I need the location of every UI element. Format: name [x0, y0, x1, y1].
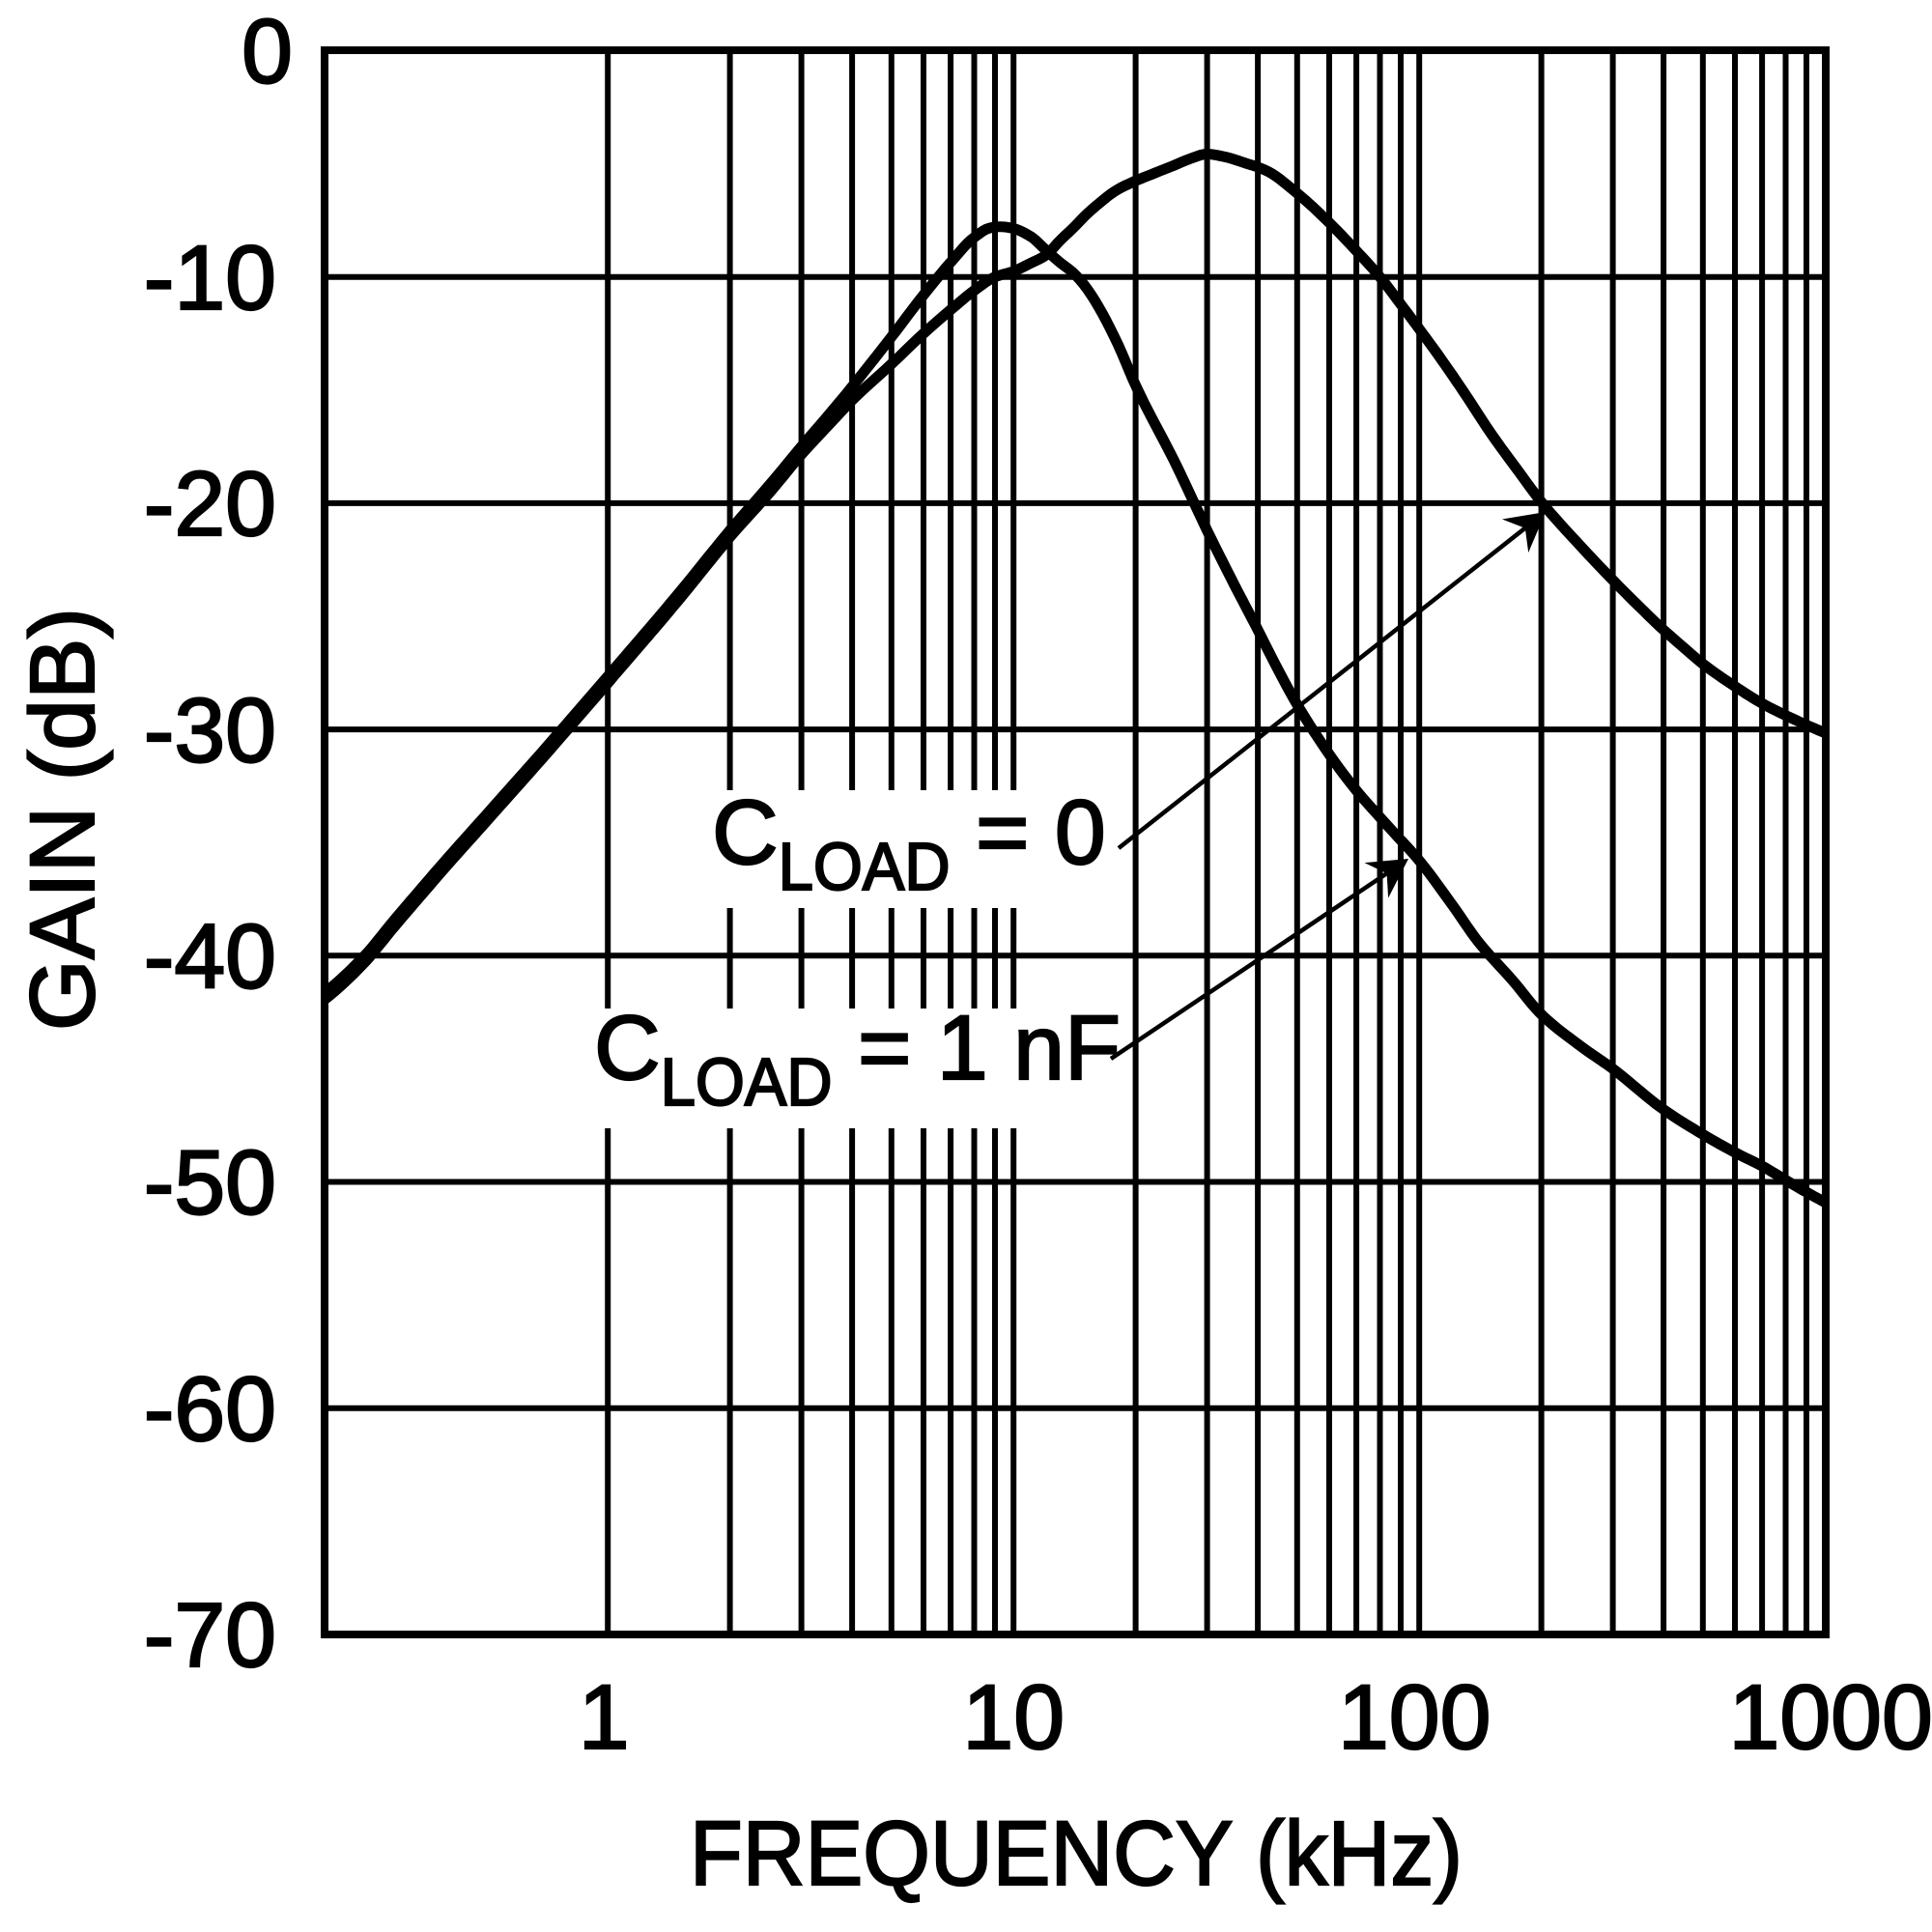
svg-text:10: 10 [962, 1666, 1065, 1769]
svg-text:FREQUENCY (kHz): FREQUENCY (kHz) [690, 1803, 1463, 1905]
svg-text:1000: 1000 [1729, 1666, 1932, 1769]
svg-text:-10: -10 [144, 227, 276, 329]
svg-text:-70: -70 [144, 1584, 276, 1687]
svg-text:-60: -60 [144, 1358, 276, 1461]
svg-text:CLOAD = 1 nF: CLOAD = 1 nF [594, 997, 1121, 1120]
svg-text:-40: -40 [144, 906, 276, 1009]
svg-text:1: 1 [579, 1666, 630, 1769]
svg-text:-30: -30 [144, 679, 276, 781]
svg-text:GAIN (dB): GAIN (dB) [12, 608, 114, 1031]
svg-text:-50: -50 [144, 1132, 276, 1235]
svg-text:0: 0 [242, 1, 293, 103]
svg-text:100: 100 [1338, 1666, 1492, 1769]
svg-text:-20: -20 [144, 453, 276, 555]
